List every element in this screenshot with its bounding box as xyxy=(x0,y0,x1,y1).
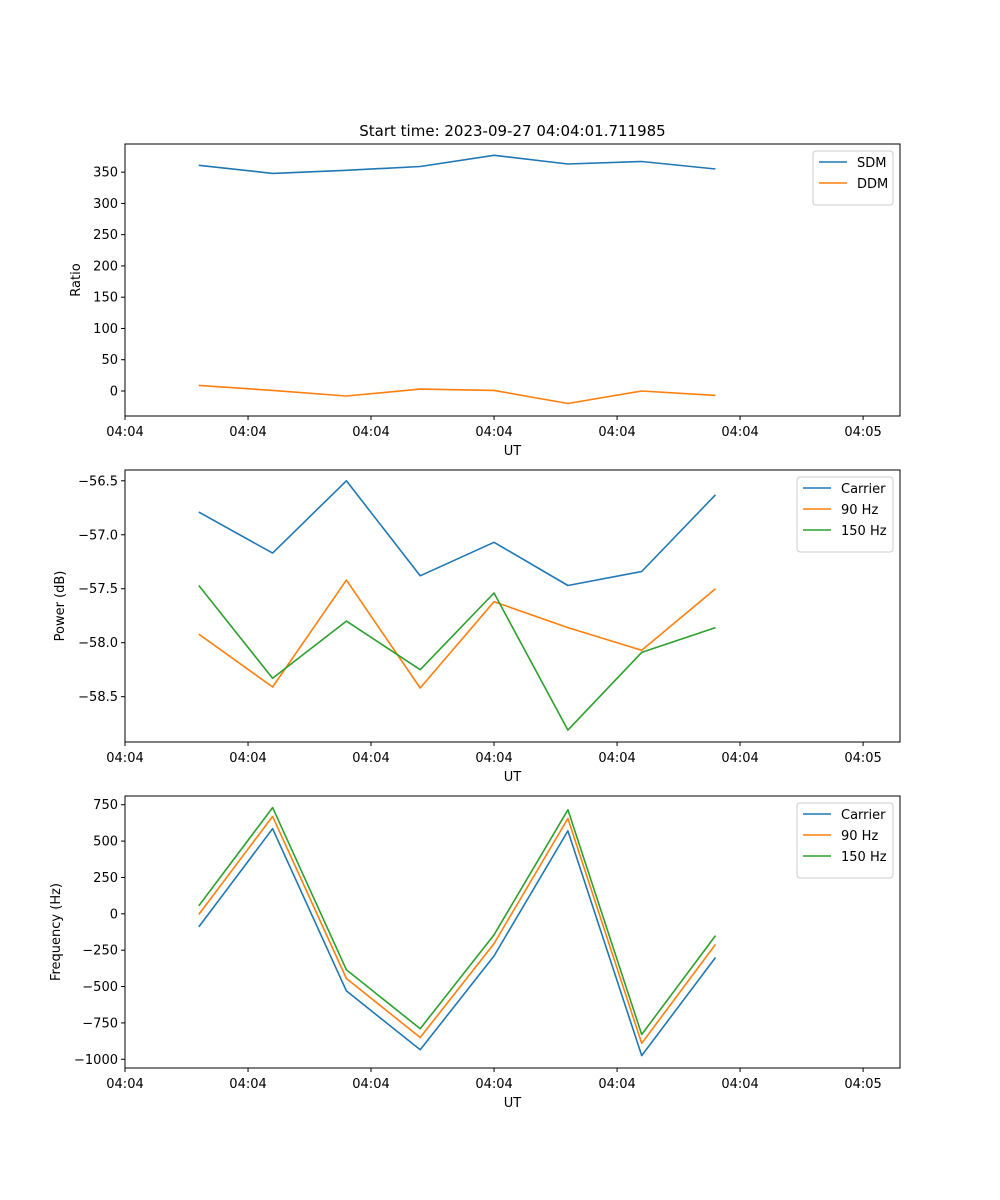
y-tick-label: −250 xyxy=(82,944,118,959)
legend: SDM DDM xyxy=(812,150,894,206)
y-axis-label: Frequency (Hz) xyxy=(49,883,64,981)
x-tick-label: 04:04 xyxy=(721,425,758,440)
legend-entry: 150 Hz xyxy=(841,524,887,539)
y-tick-label: 0 xyxy=(110,907,118,922)
y-tick-label: −750 xyxy=(82,1016,118,1031)
x-axis-label: UT xyxy=(504,444,522,459)
x-tick-label: 04:04 xyxy=(106,1077,143,1092)
plot-frame xyxy=(124,469,901,743)
y-tick-label: 100 xyxy=(93,322,118,337)
y-tick-label: 150 xyxy=(93,291,118,306)
x-tick-label: 04:05 xyxy=(844,425,881,440)
legend-entry: 150 Hz xyxy=(841,850,887,865)
x-tick-label: 04:04 xyxy=(475,751,512,766)
series-line-150-hz xyxy=(198,585,716,731)
plot-frame xyxy=(124,795,901,1069)
y-tick-label: −500 xyxy=(82,980,118,995)
y-tick-label: −57.0 xyxy=(78,528,118,543)
x-tick-label: 04:04 xyxy=(106,751,143,766)
x-tick-label: 04:04 xyxy=(721,751,758,766)
series-line-carrier xyxy=(198,827,717,1057)
legend-entry: 90 Hz xyxy=(841,503,878,518)
chart-panel-3: 04:04 04:04 04:04 04:04 04:04 04:04 04:05 UT −10… xyxy=(49,795,901,1111)
x-tick-label: 04:04 xyxy=(475,1077,512,1092)
y-tick-label: 500 xyxy=(93,835,118,850)
y-tick-label: 0 xyxy=(110,384,118,399)
y-tick-label: 200 xyxy=(93,259,118,274)
x-tick-label: 04:04 xyxy=(106,425,143,440)
series-line-90-hz xyxy=(198,579,717,689)
x-tick-label: 04:04 xyxy=(229,425,266,440)
y-tick-label: −56.5 xyxy=(78,474,118,489)
x-tick-label: 04:04 xyxy=(352,425,389,440)
y-tick-label: −58.5 xyxy=(78,690,118,705)
y-tick-label: 750 xyxy=(93,798,118,813)
chart-title: Start time: 2023-09-27 04:04:01.711985 xyxy=(359,122,665,140)
y-tick-label: 350 xyxy=(93,166,118,181)
x-tick-label: 04:04 xyxy=(352,751,389,766)
x-tick-label: 04:04 xyxy=(598,751,635,766)
legend-entry: DDM xyxy=(857,177,888,192)
y-axis-label: Ratio xyxy=(69,263,84,296)
y-tick-label: 250 xyxy=(93,228,118,243)
chart-panel-1: Start time: 2023-09-27 04:04:01.711985 04… xyxy=(69,122,901,459)
y-tick-label: 300 xyxy=(93,197,118,212)
legend-box xyxy=(812,150,894,206)
series-line-sdm xyxy=(198,154,716,175)
y-tick-label: −1000 xyxy=(74,1053,118,1068)
x-tick-label: 04:04 xyxy=(598,425,635,440)
legend: Carrier 90 Hz 150 Hz xyxy=(796,802,894,879)
series-line-90-hz xyxy=(198,815,717,1045)
x-tick-label: 04:04 xyxy=(229,751,266,766)
y-tick-label: −57.5 xyxy=(78,582,118,597)
x-tick-label: 04:05 xyxy=(844,1077,881,1092)
legend-box xyxy=(796,802,894,879)
legend-entry: Carrier xyxy=(841,482,886,497)
series-line-carrier xyxy=(198,479,717,587)
series-line-ddm xyxy=(198,384,716,405)
y-tick-label: −58.0 xyxy=(78,636,118,651)
series-line-150-hz xyxy=(198,806,717,1036)
y-tick-label: 50 xyxy=(101,353,118,368)
x-tick-label: 04:04 xyxy=(352,1077,389,1092)
legend-box xyxy=(796,476,894,553)
y-tick-label: 250 xyxy=(93,871,118,886)
y-axis-label: Power (dB) xyxy=(53,571,68,642)
legend-entry: Carrier xyxy=(841,808,886,823)
chart-panel-2: 04:04 04:04 04:04 04:04 04:04 04:04 04:05 UT −58… xyxy=(53,469,901,785)
legend-entry: SDM xyxy=(857,156,886,171)
x-tick-label: 04:05 xyxy=(844,751,881,766)
x-tick-label: 04:04 xyxy=(229,1077,266,1092)
x-axis-label: UT xyxy=(504,1096,522,1111)
x-axis-label: UT xyxy=(504,770,522,785)
legend: Carrier 90 Hz 150 Hz xyxy=(796,476,894,553)
x-tick-label: 04:04 xyxy=(475,425,512,440)
x-tick-label: 04:04 xyxy=(721,1077,758,1092)
plot-frame xyxy=(124,143,901,417)
legend-entry: 90 Hz xyxy=(841,829,878,844)
x-tick-label: 04:04 xyxy=(598,1077,635,1092)
